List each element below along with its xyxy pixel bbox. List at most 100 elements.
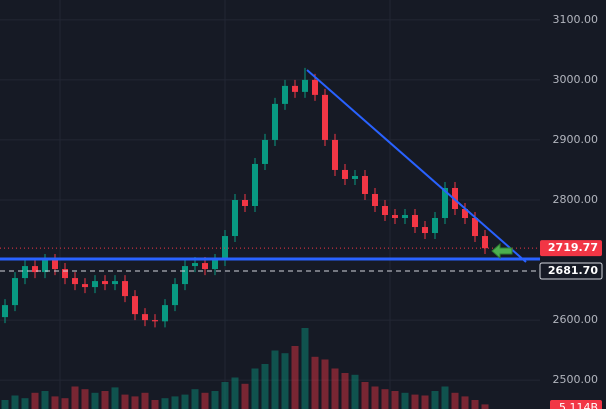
volume-bar — [351, 374, 359, 409]
volume-label: 5.114B — [559, 401, 598, 409]
y-tick-label: 3000.00 — [553, 73, 599, 86]
candle-body — [162, 305, 168, 322]
candle-body — [212, 260, 218, 270]
volume-bar — [301, 328, 309, 409]
trend-line — [306, 69, 527, 263]
candle-body — [412, 215, 418, 228]
candle-body — [352, 175, 358, 179]
candle-body — [242, 199, 248, 207]
candle-body — [192, 263, 198, 267]
volume-bar — [31, 392, 39, 409]
volume-bar — [231, 377, 239, 409]
candle-body — [142, 314, 148, 321]
candle-body — [92, 281, 98, 288]
volume-bar — [71, 386, 79, 409]
y-tick-label: 2800.00 — [553, 193, 599, 206]
volume-bar — [101, 391, 109, 409]
volume-bar — [91, 392, 99, 409]
volume-bar — [221, 382, 229, 409]
candle-body — [42, 260, 48, 273]
y-tick-label: 2600.00 — [553, 313, 599, 326]
volume-bar — [61, 398, 69, 409]
candle-body — [12, 278, 18, 306]
y-tick-label: 2900.00 — [553, 133, 599, 146]
volume-bar — [311, 356, 319, 409]
candle-body — [392, 215, 398, 219]
candle-body — [82, 284, 88, 288]
volume-bar — [471, 400, 479, 409]
candle-body — [422, 227, 428, 234]
candle-body — [342, 169, 348, 179]
volume-bar — [121, 394, 129, 409]
price-label: 2719.77 — [548, 241, 598, 254]
volume-bar — [271, 350, 279, 409]
candle-body — [292, 85, 298, 92]
volume-bar — [321, 359, 329, 409]
volume-bar — [461, 396, 469, 409]
volume-bar — [391, 391, 399, 409]
volume-label-box — [550, 400, 602, 409]
volume-bar — [331, 368, 339, 409]
candle-body — [182, 266, 188, 285]
candle-body — [122, 281, 128, 297]
price-label-box — [540, 240, 602, 257]
volume-bar — [211, 391, 219, 409]
candle-body — [432, 218, 438, 234]
volume-bar — [201, 392, 209, 409]
volume-bar — [411, 394, 419, 409]
price-label: 2681.70 — [548, 264, 598, 277]
volume-bar — [151, 400, 159, 409]
candle-body — [62, 269, 68, 279]
candle-body — [332, 139, 338, 170]
volume-bar — [131, 396, 139, 409]
candle-body — [322, 94, 328, 140]
candle-body — [382, 206, 388, 216]
candle-body — [282, 85, 288, 104]
candle-body — [112, 281, 118, 285]
volume-bar — [141, 392, 149, 409]
volume-bar — [281, 353, 289, 409]
volume-bar — [291, 346, 299, 409]
candle-body — [152, 320, 158, 322]
arrow-icon — [491, 242, 513, 260]
volume-bar — [1, 400, 9, 409]
candle-body — [132, 296, 138, 315]
volume-bar — [421, 395, 429, 409]
candle-body — [102, 281, 108, 285]
grid — [0, 0, 540, 409]
volume-bar — [161, 398, 169, 409]
volume-bar — [431, 391, 439, 409]
candle-body — [442, 187, 448, 219]
volume-bar — [261, 364, 269, 409]
candle-body — [302, 79, 308, 92]
candle-body — [372, 193, 378, 207]
volume-bar — [81, 389, 89, 409]
price-label-box — [539, 262, 603, 280]
volume-bar — [181, 394, 189, 409]
volume-bar — [441, 386, 449, 409]
candle-body — [172, 284, 178, 306]
candle-body — [262, 139, 268, 164]
candle-body — [312, 79, 318, 95]
candle-body — [2, 305, 8, 318]
candle-layer — [0, 67, 540, 328]
volume-bar — [481, 404, 489, 409]
drawings — [0, 69, 540, 263]
volume-bar — [371, 386, 379, 409]
candle-body — [32, 266, 38, 273]
candle-body — [232, 199, 238, 237]
candle-body — [72, 278, 78, 285]
volume-bar — [11, 395, 19, 409]
volume-bar — [401, 392, 409, 409]
candle-body — [22, 266, 28, 279]
volume-bar — [21, 398, 29, 409]
volume-bar — [111, 387, 119, 409]
volume-bar — [361, 382, 369, 409]
candle-body — [402, 215, 408, 219]
candle-body — [252, 163, 258, 207]
volume-bar — [51, 396, 59, 409]
volume-bar — [191, 389, 199, 409]
candle-body — [472, 218, 478, 237]
